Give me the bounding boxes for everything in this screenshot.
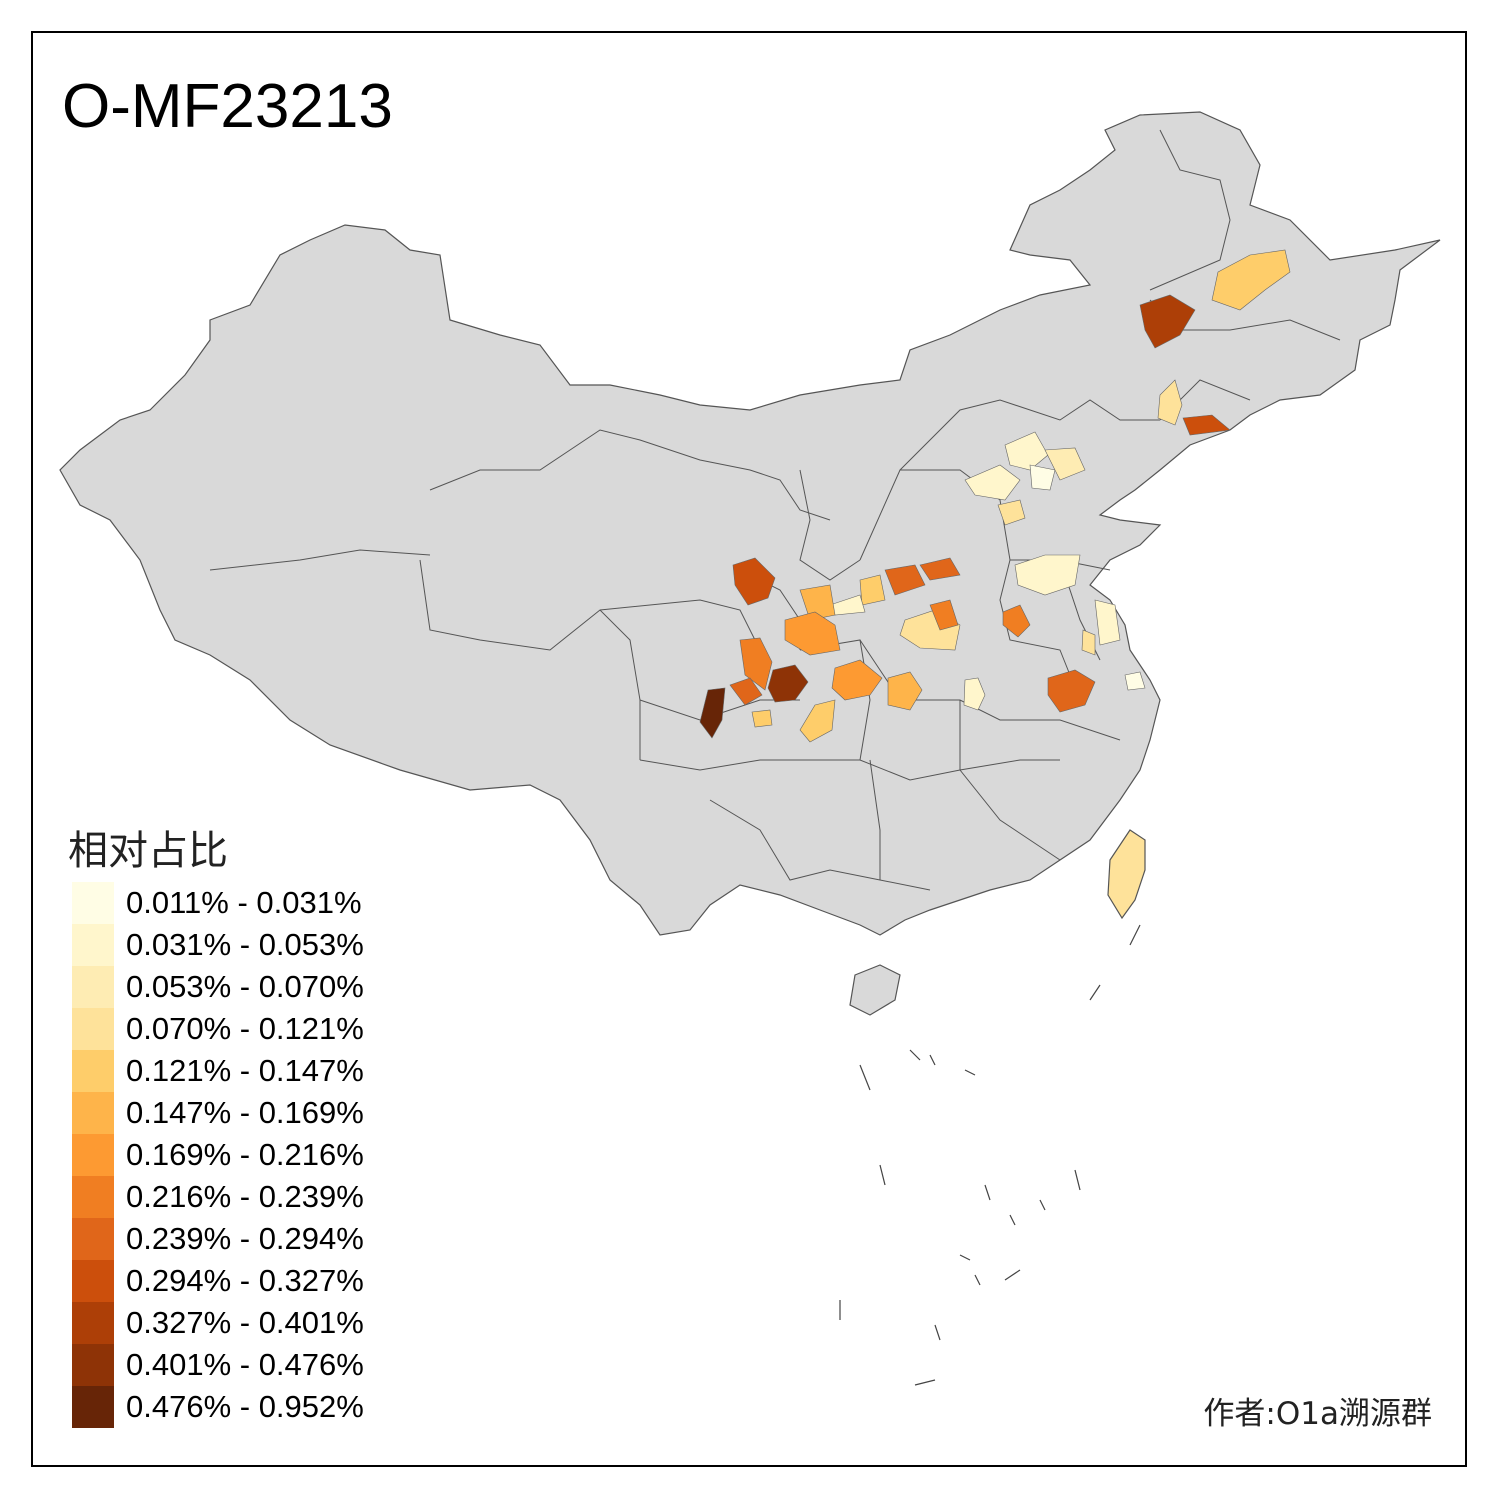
region-ag	[963, 677, 986, 711]
region-x	[732, 557, 776, 606]
legend-label: 0.031% - 0.053%	[126, 927, 364, 962]
region-h	[1044, 447, 1086, 481]
legend-item: 0.294% - 0.327%	[72, 1260, 432, 1302]
region-p	[884, 564, 926, 596]
legend-swatch	[72, 1344, 114, 1386]
legend-label: 0.216% - 0.239%	[126, 1179, 364, 1214]
region-d	[1182, 414, 1231, 436]
legend-item: 0.476% - 0.952%	[72, 1386, 432, 1428]
region-b	[1139, 294, 1196, 349]
map-frame	[31, 31, 1467, 1467]
legend-title: 相对占比	[68, 828, 228, 874]
region-v	[799, 584, 836, 621]
region-m	[1124, 671, 1146, 691]
legend-swatch	[72, 966, 114, 1008]
legend-label: 0.239% - 0.294%	[126, 1221, 364, 1256]
legend-item: 0.011% - 0.031%	[72, 882, 432, 924]
taiwan	[1107, 829, 1146, 920]
region-q	[919, 557, 961, 581]
region-z	[729, 677, 763, 706]
mainland-china	[59, 111, 1441, 936]
map-title: O-MF23213	[62, 72, 393, 141]
south-sea-islands	[839, 924, 1141, 1386]
legend-label: 0.327% - 0.401%	[126, 1305, 364, 1340]
region-j	[1014, 554, 1081, 596]
legend-swatch	[72, 1302, 114, 1344]
region-f	[964, 464, 1021, 501]
legend-label: 0.070% - 0.121%	[126, 1011, 364, 1046]
region-ac	[751, 709, 773, 728]
legend-item: 0.147% - 0.169%	[72, 1092, 432, 1134]
highlighted-regions	[699, 249, 1291, 743]
legend-item: 0.216% - 0.239%	[72, 1176, 432, 1218]
legend-label: 0.169% - 0.216%	[126, 1137, 364, 1172]
region-ae	[799, 699, 836, 743]
legend-item: 0.327% - 0.401%	[72, 1302, 432, 1344]
region-l	[1081, 629, 1096, 656]
region-y	[739, 637, 773, 691]
legend-item: 0.121% - 0.147%	[72, 1050, 432, 1092]
region-c	[1157, 379, 1183, 426]
region-ad	[831, 659, 883, 701]
legend-item: 0.031% - 0.053%	[72, 924, 432, 966]
region-u	[929, 599, 959, 631]
legend-swatch	[72, 1050, 114, 1092]
legend-swatch	[72, 1008, 114, 1050]
legend-label: 0.476% - 0.952%	[126, 1389, 364, 1424]
legend-label: 0.147% - 0.169%	[126, 1095, 364, 1130]
region-af	[887, 671, 923, 711]
legend-swatch	[72, 882, 114, 924]
legend-label: 0.011% - 0.031%	[126, 885, 362, 920]
legend-swatch	[72, 1134, 114, 1176]
legend-item: 0.239% - 0.294%	[72, 1218, 432, 1260]
region-ab	[699, 687, 726, 739]
legend: 0.011% - 0.031% 0.031% - 0.053% 0.053% -…	[72, 882, 432, 1428]
legend-item: 0.169% - 0.216%	[72, 1134, 432, 1176]
region-a	[1211, 249, 1291, 311]
legend-label: 0.053% - 0.070%	[126, 969, 364, 1004]
legend-label: 0.294% - 0.327%	[126, 1263, 364, 1298]
author-credit: 作者:O1a溯源群	[1203, 1396, 1432, 1432]
legend-item: 0.401% - 0.476%	[72, 1344, 432, 1386]
region-i	[997, 499, 1026, 526]
legend-swatch	[72, 1260, 114, 1302]
legend-swatch	[72, 1176, 114, 1218]
legend-label: 0.121% - 0.147%	[126, 1053, 364, 1088]
legend-swatch	[72, 1386, 114, 1428]
legend-swatch	[72, 1092, 114, 1134]
region-w	[784, 611, 841, 656]
region-e	[1004, 431, 1049, 471]
legend-item: 0.070% - 0.121%	[72, 1008, 432, 1050]
legend-label: 0.401% - 0.476%	[126, 1347, 364, 1382]
region-g	[1029, 464, 1056, 491]
legend-item: 0.053% - 0.070%	[72, 966, 432, 1008]
region-n	[1047, 669, 1096, 713]
region-r	[859, 574, 886, 606]
legend-swatch	[72, 924, 114, 966]
region-k	[1094, 599, 1121, 646]
hainan-island	[849, 964, 901, 1016]
region-aa	[767, 664, 809, 703]
region-o	[1002, 604, 1031, 638]
legend-swatch	[72, 1218, 114, 1260]
